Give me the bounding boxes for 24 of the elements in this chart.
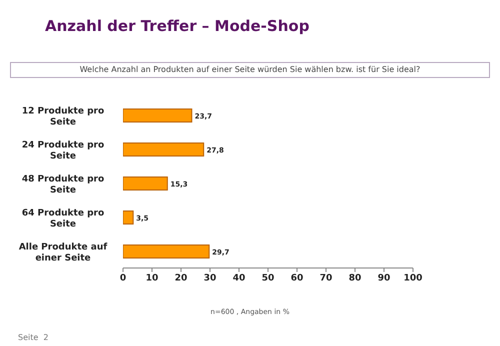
y-tick-label: Alle Produkte auf einer Seite: [18, 242, 108, 264]
x-tick-label: 100: [404, 273, 422, 284]
chart-title: Anzahl der Treffer – Mode-Shop: [45, 17, 310, 35]
x-tick-label: 60: [290, 273, 304, 284]
x-tick-label: 0: [120, 273, 126, 284]
x-tick-label: 10: [146, 273, 158, 284]
x-tick-label: 40: [232, 273, 246, 284]
x-tick-label: 90: [378, 273, 390, 284]
bar: [123, 244, 210, 258]
x-tick-label: 70: [320, 273, 332, 284]
bar: [123, 108, 192, 122]
bar: [123, 142, 204, 156]
bar: [123, 176, 168, 190]
x-tick-label: 30: [204, 273, 216, 284]
x-tick-label: 20: [174, 273, 188, 284]
y-tick-label: 48 Produkte pro Seite: [22, 174, 104, 196]
y-tick-label: 24 Produkte pro Seite: [22, 140, 104, 162]
y-tick-label: 64 Produkte pro Seite: [22, 208, 104, 230]
bar: [123, 210, 134, 224]
chart-subtitle: Welche Anzahl an Produkten auf einer Seite würden Sie wählen bzw. ist für Sie ideal?: [10, 62, 490, 78]
y-tick-label: 12 Produkte pro Seite: [22, 106, 104, 128]
x-tick-label: 50: [262, 273, 274, 284]
x-tick-label: 80: [348, 273, 362, 284]
text: Seite 2: [18, 333, 48, 342]
